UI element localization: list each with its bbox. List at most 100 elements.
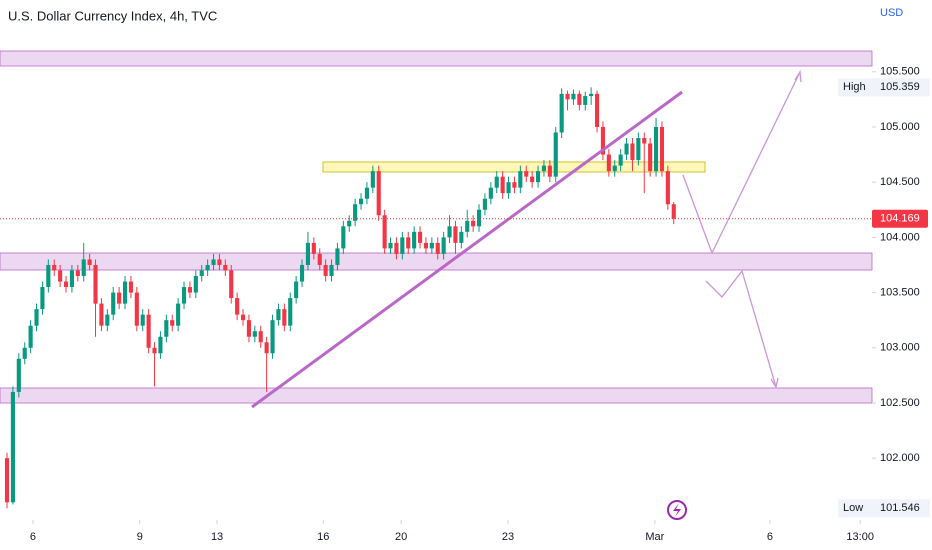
candle-body xyxy=(199,270,204,277)
candle-body xyxy=(164,320,169,337)
y-tick-label: 103.000 xyxy=(880,342,920,354)
candle-body xyxy=(547,165,552,177)
candle-body xyxy=(140,314,145,326)
drawings xyxy=(0,50,873,404)
candle-body xyxy=(128,281,133,293)
candle-body xyxy=(612,165,617,172)
arrow-head xyxy=(770,377,779,389)
candle-body xyxy=(181,287,187,304)
candle-body xyxy=(276,309,281,321)
candle-body xyxy=(158,336,163,354)
candle-body xyxy=(571,93,576,100)
candle-body xyxy=(341,226,346,249)
candle-body xyxy=(105,314,110,326)
candle-body xyxy=(429,242,434,249)
candle-body xyxy=(252,331,257,337)
y-tick-label: 105.500 xyxy=(880,66,920,78)
candle-body xyxy=(394,242,399,254)
candle-body xyxy=(229,270,234,299)
candle-body xyxy=(471,220,476,227)
candle-body xyxy=(535,171,541,183)
marker-value: 105.359 xyxy=(880,81,920,93)
candle-body xyxy=(323,264,328,277)
candle-body xyxy=(270,320,275,354)
marker-value: 101.546 xyxy=(880,502,920,514)
candle-body xyxy=(600,126,606,155)
last-price-badge xyxy=(872,209,928,228)
candle-body xyxy=(518,171,523,188)
candle-body xyxy=(412,231,417,249)
candle-body xyxy=(28,325,33,348)
arrow-head xyxy=(794,70,802,83)
resistance-zone xyxy=(322,161,706,173)
candle-body xyxy=(500,176,505,194)
candle-body xyxy=(122,281,128,304)
candle-body xyxy=(459,231,464,243)
candle-body xyxy=(258,331,263,343)
candle-body xyxy=(81,259,86,277)
candle-body xyxy=(447,226,452,238)
chart-title: U.S. Dollar Currency Index, 4h, TVC xyxy=(8,8,217,23)
x-tick-label: 20 xyxy=(395,531,407,543)
last-price-label: 104.169 xyxy=(880,213,920,225)
candle-body xyxy=(624,143,629,155)
candle-body xyxy=(152,347,157,354)
candle-body xyxy=(400,237,405,254)
candle-body xyxy=(299,264,305,282)
candle-body xyxy=(282,309,287,326)
candle-body xyxy=(22,347,27,359)
candle-body xyxy=(99,303,104,326)
candle-body xyxy=(358,198,364,205)
candle-body xyxy=(406,237,411,249)
projection-arrow xyxy=(705,269,777,388)
candle-body xyxy=(435,242,440,254)
candle-body xyxy=(388,242,393,249)
projection-arrow xyxy=(682,71,801,255)
candle-body xyxy=(376,171,381,216)
x-tick-label: 23 xyxy=(502,531,514,543)
y-tick-label: 104.500 xyxy=(880,176,920,188)
candle-body xyxy=(288,298,293,326)
x-tick-label: 13 xyxy=(211,531,223,543)
candle-body xyxy=(382,215,387,249)
candle-body xyxy=(618,154,623,166)
icon xyxy=(667,500,687,520)
candle-body xyxy=(488,187,493,199)
x-tick-label: 6 xyxy=(30,531,36,543)
candle-body xyxy=(583,96,588,105)
candle-body xyxy=(69,270,74,288)
candle-body xyxy=(235,298,240,315)
icon xyxy=(673,503,681,517)
candle-body xyxy=(347,220,352,227)
candle-body xyxy=(512,182,517,188)
candle-body xyxy=(642,138,647,144)
currency: USD xyxy=(880,7,903,19)
candle-body xyxy=(648,143,653,172)
candle-body xyxy=(553,132,558,177)
candle-body xyxy=(305,242,310,265)
zone xyxy=(0,50,873,67)
candle-body xyxy=(34,309,39,326)
candle-body xyxy=(16,358,21,392)
candle-body xyxy=(659,126,665,172)
candle-body xyxy=(606,154,611,172)
candle-body xyxy=(146,314,151,348)
candle-body xyxy=(58,270,63,282)
x-tick-label: Mar xyxy=(645,531,664,543)
candle-body xyxy=(93,264,98,304)
candle-body xyxy=(87,259,92,265)
candle-body xyxy=(423,242,429,249)
candle-body xyxy=(482,198,488,210)
candle-body xyxy=(577,93,582,105)
zone xyxy=(0,252,873,271)
candle-body xyxy=(565,93,570,100)
candle-body xyxy=(187,287,192,293)
candle-body xyxy=(170,320,175,326)
candle-body xyxy=(353,204,358,221)
candle-body xyxy=(294,281,299,299)
marker-label: Low xyxy=(843,502,863,514)
candle-body xyxy=(317,253,322,265)
candle-body xyxy=(63,281,69,288)
candle-body xyxy=(417,231,423,243)
